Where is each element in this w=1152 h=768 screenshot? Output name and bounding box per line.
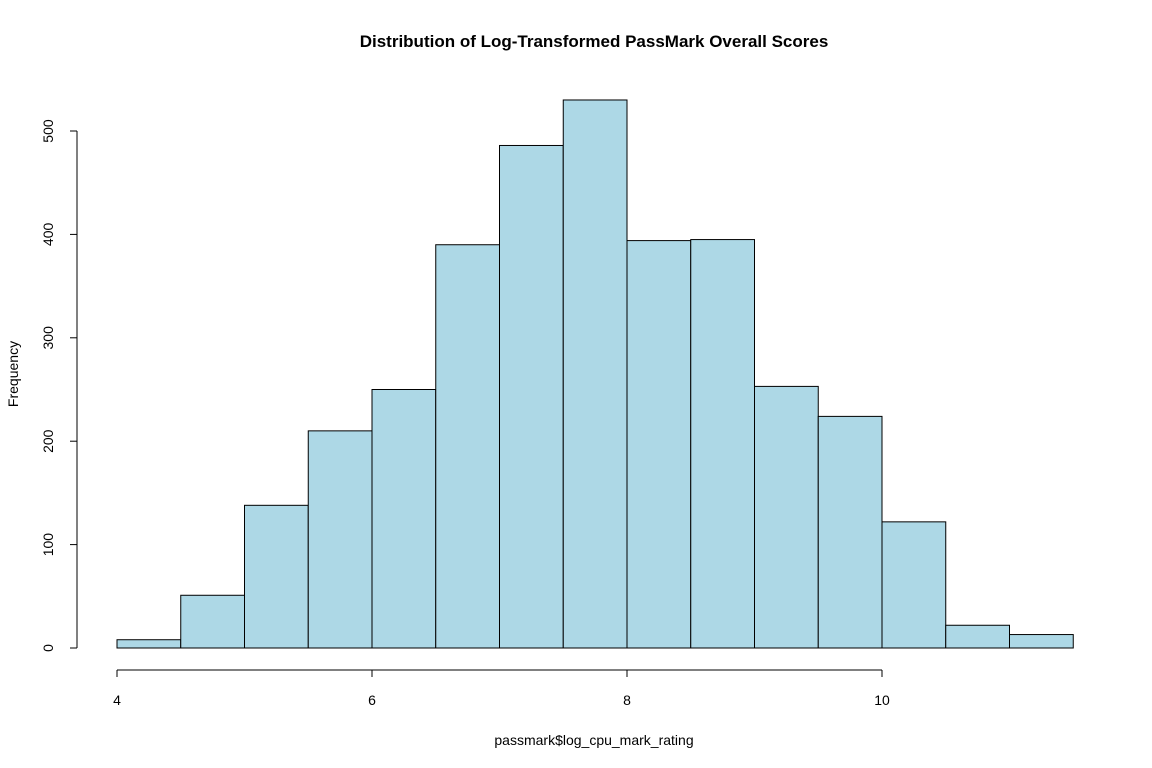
y-axis-label: Frequency: [5, 341, 21, 407]
histogram-bar: [562, 99, 628, 649]
histogram-bar: [817, 415, 883, 649]
y-tick-label: 400: [40, 223, 56, 247]
y-tick-label: 100: [40, 533, 56, 557]
histogram-bar: [626, 240, 692, 649]
histogram-bar: [945, 624, 1010, 649]
bars-group: [116, 99, 1074, 649]
histogram-bar: [435, 244, 500, 649]
histogram-bar: [690, 239, 755, 649]
y-tick-label: 500: [40, 119, 56, 143]
x-axis: 4 6 8 10: [113, 669, 890, 708]
histogram-bar: [881, 521, 947, 649]
x-tick-label: 4: [113, 692, 121, 708]
x-tick-label: 10: [874, 692, 890, 708]
histogram-bar: [1009, 634, 1074, 649]
y-tick-label: 300: [40, 326, 56, 350]
histogram-bar: [244, 504, 309, 649]
histogram-bar: [754, 385, 819, 649]
y-axis: 0 100 200 300 400 500: [40, 119, 78, 652]
x-tick-label: 6: [368, 692, 376, 708]
histogram-bar: [180, 594, 245, 649]
y-tick-label: 0: [40, 644, 56, 652]
x-tick-label: 8: [623, 692, 631, 708]
chart-title: Distribution of Log-Transformed PassMark…: [360, 32, 829, 51]
histogram-bar: [307, 430, 373, 649]
histogram-bar: [499, 144, 564, 649]
histogram-bar: [371, 389, 437, 649]
y-tick-label: 200: [40, 429, 56, 453]
x-axis-label: passmark$log_cpu_mark_rating: [494, 732, 693, 748]
histogram-bar: [116, 639, 182, 649]
